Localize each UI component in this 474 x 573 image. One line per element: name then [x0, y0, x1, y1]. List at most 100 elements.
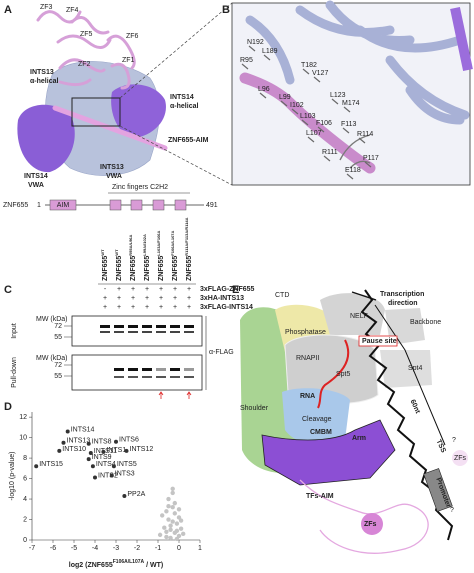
- construct-sign: +: [187, 286, 191, 293]
- background-point: [174, 521, 180, 526]
- zf-box: [109, 199, 122, 211]
- construct-sign: +: [173, 295, 177, 302]
- protein-point: [114, 439, 118, 444]
- model-label: Shoulder: [240, 405, 269, 412]
- panel-label: B: [222, 4, 230, 16]
- background-point: [178, 526, 184, 531]
- lane-name: ZNF655: [158, 256, 165, 281]
- residue-label: V127: [312, 70, 328, 77]
- lane-variant: R111A/F113A/R114A: [184, 217, 189, 255]
- tfs-aim-linker: [299, 479, 429, 554]
- model-label: Backbone: [410, 319, 441, 326]
- panel-label: E: [232, 284, 239, 296]
- structure-label: INTS14: [24, 173, 48, 180]
- construct-sign: +: [103, 295, 107, 302]
- x-tick-label: -5: [71, 545, 77, 552]
- side-chain: [331, 98, 339, 105]
- panel-label: A: [4, 4, 12, 16]
- residue-label: N192: [247, 39, 264, 46]
- zoom-box: [71, 97, 121, 127]
- background-point: [157, 532, 163, 538]
- background-point: [176, 533, 182, 539]
- band: [142, 325, 152, 328]
- y-tick-label: 12: [19, 414, 27, 421]
- panel-label: C: [4, 284, 12, 296]
- ints14-helix: [450, 6, 473, 72]
- residue-label: L189: [262, 48, 278, 55]
- point-label: INTS5: [117, 461, 137, 468]
- zf-label: ZF2: [78, 61, 91, 68]
- lane-variant: WT: [114, 249, 119, 256]
- lane-variant: WT: [100, 249, 105, 256]
- protein-point: [34, 464, 39, 469]
- residue-label: T182: [301, 62, 317, 69]
- construct-sign: +: [145, 304, 149, 311]
- background-point: [168, 535, 173, 541]
- side-chain: [364, 161, 372, 168]
- y-tick-label: 10: [19, 434, 27, 441]
- band: [142, 368, 152, 371]
- blot-section: Pull-down: [11, 357, 18, 388]
- band: [184, 331, 194, 333]
- ints14-helical-surface: [111, 84, 166, 138]
- background-point: [164, 529, 169, 535]
- model-label: TFs-AIM: [306, 493, 334, 500]
- band: [142, 331, 152, 333]
- lane-name: ZNF655: [186, 256, 193, 281]
- background-point: [166, 504, 171, 509]
- aim-helix: [239, 72, 376, 174]
- construct-sign: -: [104, 286, 107, 293]
- lane-header: ZNF655R111A/F113A/R114A: [184, 217, 193, 281]
- background-point: [164, 509, 169, 514]
- zf-box: [152, 199, 165, 211]
- structure-label: VWA: [106, 173, 122, 180]
- aim-label: AIM: [57, 202, 70, 209]
- background-point: [162, 525, 167, 530]
- residue-label: M174: [342, 100, 360, 107]
- construct-sign: +: [131, 286, 135, 293]
- construct-sign: +: [159, 295, 163, 302]
- band: [128, 376, 138, 378]
- residue-label: L103: [300, 113, 316, 120]
- protein-point: [111, 464, 116, 469]
- structure-label: INTS13: [30, 69, 54, 76]
- model-label: Spt4: [408, 365, 423, 372]
- side-chain: [301, 119, 309, 126]
- side-chain: [317, 126, 325, 133]
- protein-point: [86, 441, 91, 446]
- background-point: [170, 519, 175, 524]
- construct-sign: +: [145, 286, 149, 293]
- background-point: [168, 527, 173, 532]
- antibody-label: α-FLAG: [209, 349, 234, 356]
- lane-header: ZNF655WT: [100, 249, 109, 281]
- band: [170, 368, 180, 371]
- y-tick-label: 8: [23, 455, 27, 462]
- protein-point: [65, 429, 70, 434]
- lane-header: ZNF655WT: [114, 249, 123, 281]
- y-axis-label: -log10 (p-value): [9, 451, 16, 500]
- residue-end: 491: [206, 202, 218, 209]
- point-label: INTS1: [106, 447, 126, 454]
- construct-sign: +: [145, 295, 149, 302]
- point-label: INTS4: [96, 461, 116, 468]
- point-label: PP2A: [127, 491, 145, 498]
- cleavage: [282, 388, 350, 446]
- domain-title: Zinc fingers C2H2: [112, 184, 168, 191]
- side-chain: [259, 92, 267, 99]
- side-chains: [339, 134, 371, 169]
- band: [114, 331, 124, 333]
- red-arrow: [186, 391, 192, 399]
- arm: [261, 419, 396, 486]
- background-point: [174, 536, 180, 542]
- x-tick-label: -1: [155, 545, 161, 552]
- panel-e-art: [240, 289, 468, 554]
- construct-sign: +: [187, 295, 191, 302]
- side-chain: [307, 136, 315, 143]
- model-label: RNAPII: [296, 355, 319, 362]
- residue-label: E118: [345, 167, 361, 174]
- y-tick-label: 4: [23, 496, 27, 503]
- x-tick-label: -3: [113, 545, 119, 552]
- point-label: INTS10: [62, 446, 86, 453]
- band: [100, 325, 110, 328]
